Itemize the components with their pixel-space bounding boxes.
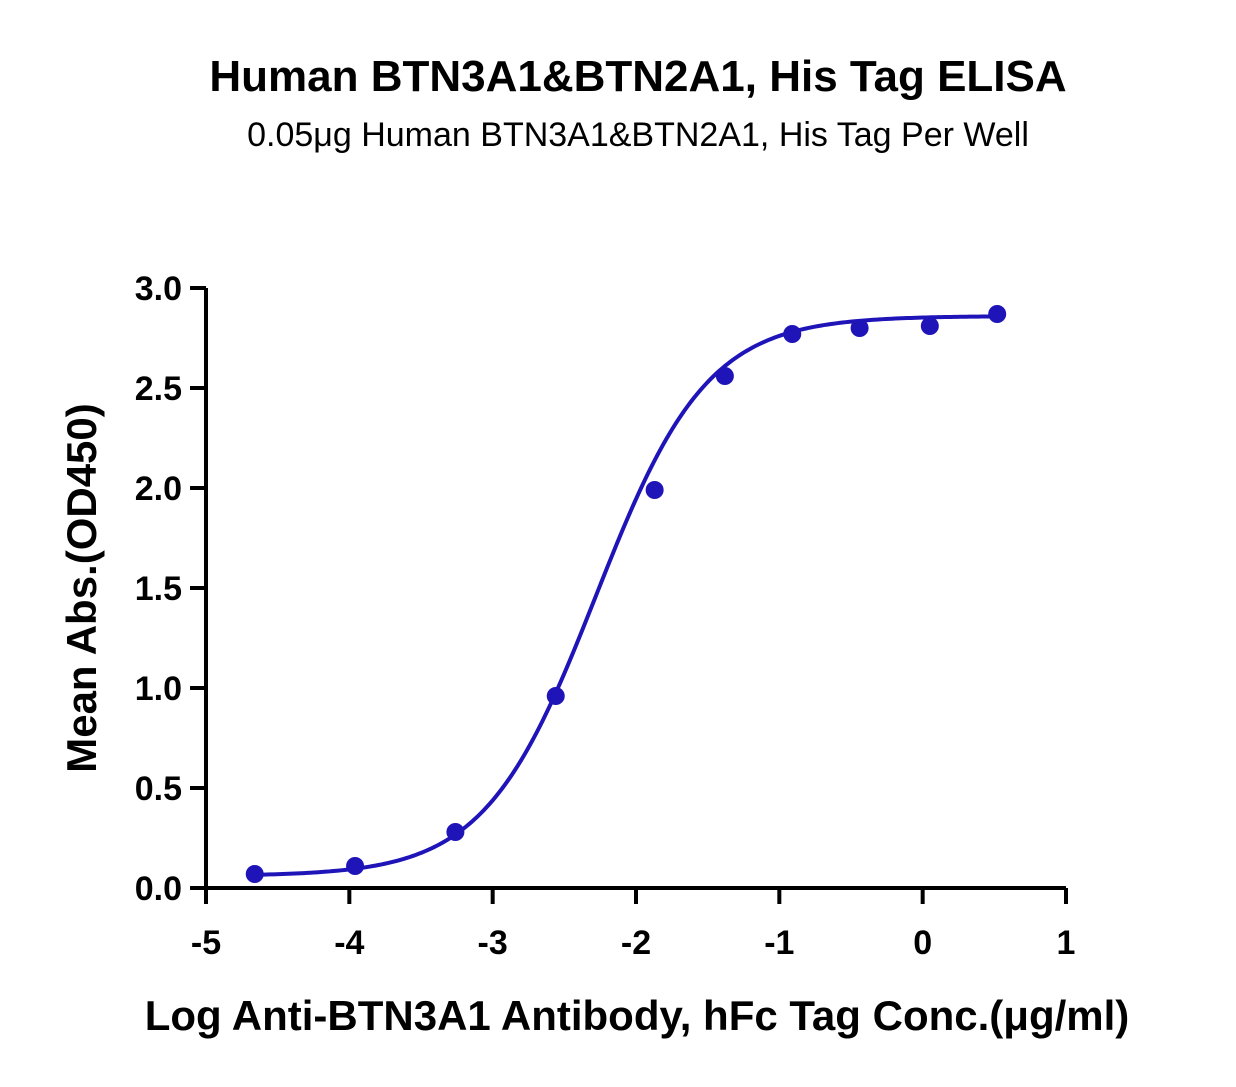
y-axis-label: Mean Abs.(OD450) xyxy=(58,403,105,773)
chart-title: Human BTN3A1&BTN2A1, His Tag ELISA xyxy=(209,52,1067,101)
fit-curve-layer xyxy=(254,314,998,877)
x-tick-label: -3 xyxy=(478,924,508,962)
data-point xyxy=(783,325,802,343)
x-tick-label: 1 xyxy=(1057,924,1076,962)
fit-curve xyxy=(254,314,998,877)
x-axis-label: Log Anti-BTN3A1 Antibody, hFc Tag Conc.(… xyxy=(145,992,1130,1039)
y-tick-label: 2.5 xyxy=(135,370,182,408)
x-axis: -5 -4 -3 -2 -1 0 1 xyxy=(191,886,1076,962)
data-point xyxy=(715,367,734,385)
data-point xyxy=(245,865,264,883)
y-tick-label: 2.0 xyxy=(135,470,182,508)
x-tick-label: -1 xyxy=(764,924,794,962)
data-point xyxy=(645,481,664,499)
x-tick-label: -5 xyxy=(191,924,221,962)
y-tick-label: 0.0 xyxy=(135,870,182,908)
y-tick-label: 3.0 xyxy=(135,270,182,308)
data-point xyxy=(850,319,869,337)
y-tick-label: 1.5 xyxy=(135,570,182,608)
x-tick-label: -2 xyxy=(621,924,651,962)
data-point xyxy=(920,317,939,335)
y-tick-label: 0.5 xyxy=(135,770,182,808)
y-axis: 0.0 0.5 1.0 1.5 2.0 2.5 3.0 xyxy=(135,270,208,908)
chart-subtitle: 0.05μg Human BTN3A1&BTN2A1, His Tag Per … xyxy=(247,116,1029,154)
data-points-layer xyxy=(245,305,1007,883)
x-tick-label: -4 xyxy=(334,924,364,962)
data-point xyxy=(446,823,465,841)
data-point xyxy=(546,687,565,705)
data-point xyxy=(346,857,365,875)
data-point xyxy=(988,305,1007,323)
x-tick-label: 0 xyxy=(913,924,932,962)
y-tick-label: 1.0 xyxy=(135,670,182,708)
